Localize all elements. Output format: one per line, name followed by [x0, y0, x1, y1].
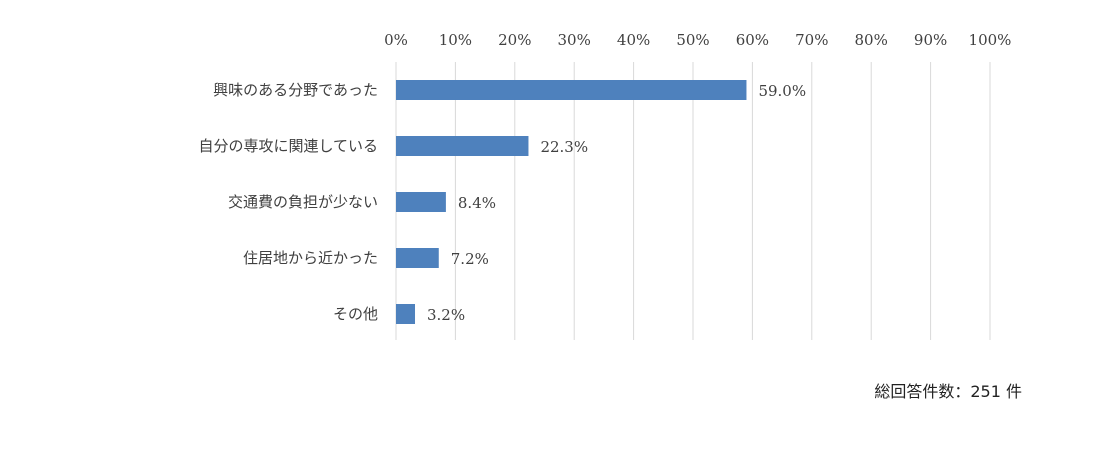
- category-label: 住居地から近かった: [243, 249, 378, 267]
- category-label: 自分の専攻に関連している: [198, 137, 378, 155]
- total-responses-note: 総回答件数：251 件: [874, 382, 1022, 401]
- x-tick-label: 10%: [439, 31, 472, 49]
- x-tick-label: 0%: [384, 31, 408, 49]
- data-label: 8.4%: [458, 194, 496, 212]
- data-label: 3.2%: [427, 306, 465, 324]
- x-tick-label: 40%: [617, 31, 650, 49]
- x-tick-label: 50%: [676, 31, 709, 49]
- bar: [396, 136, 529, 156]
- x-tick-label: 90%: [914, 31, 947, 49]
- data-label: 59.0%: [758, 82, 806, 100]
- x-tick-label: 30%: [558, 31, 591, 49]
- category-label: 交通費の負担が少ない: [228, 193, 378, 211]
- category-label: その他: [333, 305, 378, 323]
- x-tick-label: 70%: [795, 31, 828, 49]
- data-label: 22.3%: [540, 138, 588, 156]
- category-label: 興味のある分野であった: [213, 81, 378, 99]
- bar: [396, 248, 439, 268]
- x-tick-label: 100%: [969, 31, 1012, 49]
- bar: [396, 304, 416, 324]
- x-tick-label: 60%: [736, 31, 769, 49]
- data-label: 7.2%: [451, 250, 489, 268]
- x-tick-label: 20%: [498, 31, 531, 49]
- bar: [396, 192, 446, 212]
- x-tick-label: 80%: [855, 31, 888, 49]
- bar: [396, 80, 747, 100]
